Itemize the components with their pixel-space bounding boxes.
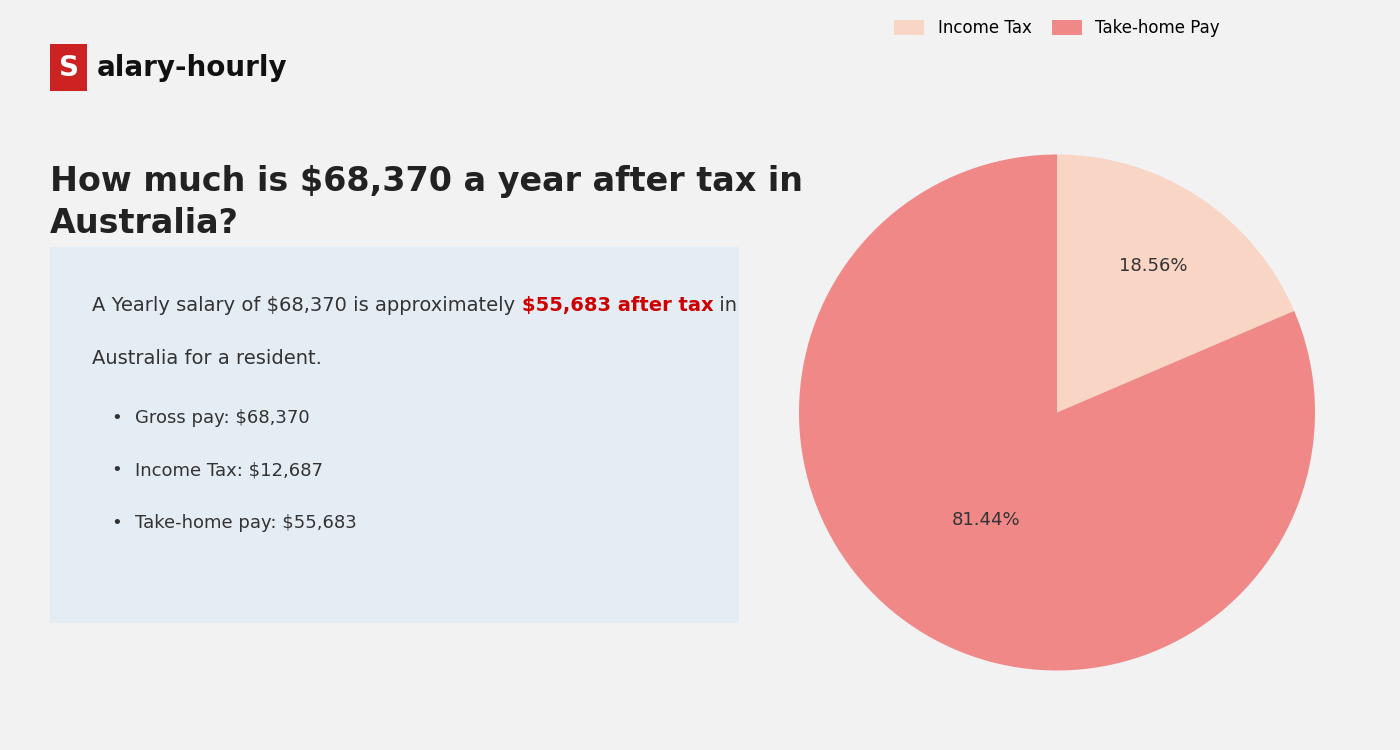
Text: $55,683 after tax: $55,683 after tax [522,296,714,315]
Text: A Yearly salary of $68,370 is approximately: A Yearly salary of $68,370 is approximat… [92,296,522,315]
Text: •: • [112,409,122,427]
Text: Take-home pay: $55,683: Take-home pay: $55,683 [134,514,357,532]
Legend: Income Tax, Take-home Pay: Income Tax, Take-home Pay [889,14,1225,43]
Wedge shape [799,154,1315,670]
Text: 18.56%: 18.56% [1120,257,1187,275]
Text: S: S [59,53,78,82]
Text: How much is $68,370 a year after tax in
Australia?: How much is $68,370 a year after tax in … [50,165,804,240]
FancyBboxPatch shape [50,44,87,91]
Text: 81.44%: 81.44% [952,512,1021,530]
Text: Income Tax: $12,687: Income Tax: $12,687 [134,461,323,479]
Text: •: • [112,514,122,532]
Text: alary-hourly: alary-hourly [97,53,287,82]
Wedge shape [1057,154,1294,413]
Text: in: in [714,296,738,315]
Text: Gross pay: $68,370: Gross pay: $68,370 [134,409,309,427]
Text: Australia for a resident.: Australia for a resident. [92,349,322,368]
Text: •: • [112,461,122,479]
FancyBboxPatch shape [50,248,739,622]
